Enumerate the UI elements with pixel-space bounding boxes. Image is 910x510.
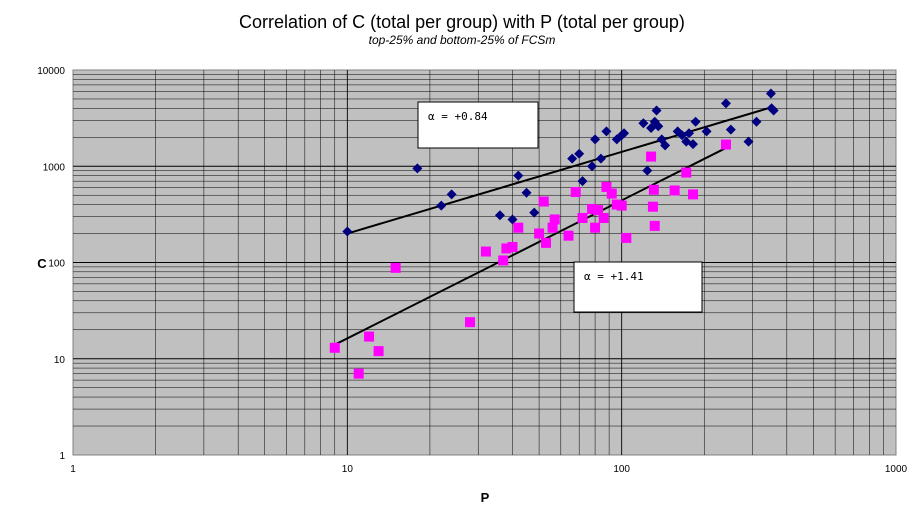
x-tick-label: 1000	[885, 464, 908, 475]
series-1-point	[660, 140, 671, 151]
series-1-point	[587, 161, 598, 172]
x-tick-label: 10	[342, 464, 354, 475]
annotation-box-2: α = +1.41	[573, 261, 703, 313]
series-1-point	[577, 176, 588, 187]
series-2-point	[547, 222, 558, 233]
series-1-point	[521, 187, 532, 198]
y-tick-label: 100	[48, 259, 65, 270]
series-1-point	[574, 148, 585, 159]
series-1-point	[638, 118, 649, 129]
y-tick-label: 1	[59, 451, 65, 462]
x-tick-label: 100	[613, 464, 630, 475]
series-2-point	[616, 200, 627, 211]
series-2-point	[465, 317, 476, 328]
series-2-point	[649, 220, 660, 231]
series-2-point	[590, 222, 601, 233]
grid-lines	[73, 70, 896, 455]
series-2-point	[541, 237, 552, 248]
series-1-point	[642, 165, 653, 176]
series-1-point	[507, 214, 518, 225]
series-2-point	[601, 181, 612, 192]
series-2-point	[329, 342, 340, 353]
series-2-point	[669, 185, 680, 196]
series-1-point	[701, 126, 712, 137]
annotation-2: α = +1.41	[584, 270, 644, 283]
data-points	[329, 88, 779, 379]
series-1-point	[513, 170, 524, 181]
series-1-point	[590, 134, 601, 145]
series-1-point	[684, 128, 695, 139]
series-2-point	[598, 212, 609, 223]
series-2-point	[373, 346, 384, 357]
series-1-point	[619, 128, 630, 139]
series-2-point	[621, 232, 632, 243]
y-tick-label: 10000	[37, 66, 65, 77]
annotation-1: α = +0.84	[428, 110, 488, 123]
series-1-point	[601, 126, 612, 137]
series-1-point	[765, 88, 776, 99]
y-axis-label: C	[37, 256, 47, 271]
series-2-point	[501, 243, 512, 254]
fit-lines	[334, 106, 772, 346]
series-2-point	[646, 151, 657, 162]
series-1-point	[725, 124, 736, 135]
series-2-point	[593, 205, 604, 216]
series-2-point	[549, 214, 560, 225]
series-2-point	[507, 241, 518, 252]
y-tick-label: 1000	[43, 162, 66, 173]
annotation-box-1: α = +0.84	[417, 101, 539, 149]
series-2-point	[364, 331, 375, 342]
y-tick-labels: 1 10 100 1000 10000	[37, 66, 65, 462]
series-1-point	[743, 136, 754, 147]
series-1-point	[690, 116, 701, 127]
series-1-point	[567, 153, 578, 164]
series-2-point	[587, 203, 598, 214]
chart-title: Correlation of C (total per group) with …	[239, 12, 685, 32]
x-axis-label: P	[481, 490, 490, 505]
series-1-point	[651, 105, 662, 116]
series-2-point	[538, 196, 549, 207]
series-1-point	[446, 189, 457, 200]
y-tick-label: 10	[54, 355, 66, 366]
series-2-point	[563, 230, 574, 241]
series-1-point	[768, 105, 779, 116]
chart-subtitle: top-25% and bottom-25% of FCSm	[369, 33, 556, 47]
series-2-point	[353, 368, 364, 379]
series-2-point	[688, 189, 699, 200]
series-1-point	[412, 163, 423, 174]
series-2-point	[534, 228, 545, 239]
series-2-point	[498, 255, 509, 266]
x-tick-labels: 1 10 100 1000	[70, 464, 907, 475]
series-2-point	[480, 246, 491, 257]
series-2-point	[681, 167, 692, 178]
series-2-point	[647, 201, 658, 212]
series-1-point	[342, 226, 353, 237]
series-1-point	[494, 210, 505, 221]
fit-line-1	[347, 106, 772, 235]
fit-line-2	[334, 147, 727, 346]
series-1-point	[436, 200, 447, 211]
series-2-point	[577, 212, 588, 223]
x-tick-label: 1	[70, 464, 76, 475]
series-1-point	[595, 153, 606, 164]
series-2-point	[570, 187, 581, 198]
series-2-point	[390, 262, 401, 273]
series-1-point	[751, 116, 762, 127]
series-1-point	[677, 130, 688, 141]
series-1-point	[720, 98, 731, 109]
series-1-point	[688, 139, 699, 150]
series-2-point	[513, 222, 524, 233]
series-2-point	[720, 139, 731, 150]
series-2-point	[648, 184, 659, 195]
series-2-point	[606, 188, 617, 199]
series-1-point	[653, 121, 664, 132]
series-1-point	[529, 207, 540, 218]
